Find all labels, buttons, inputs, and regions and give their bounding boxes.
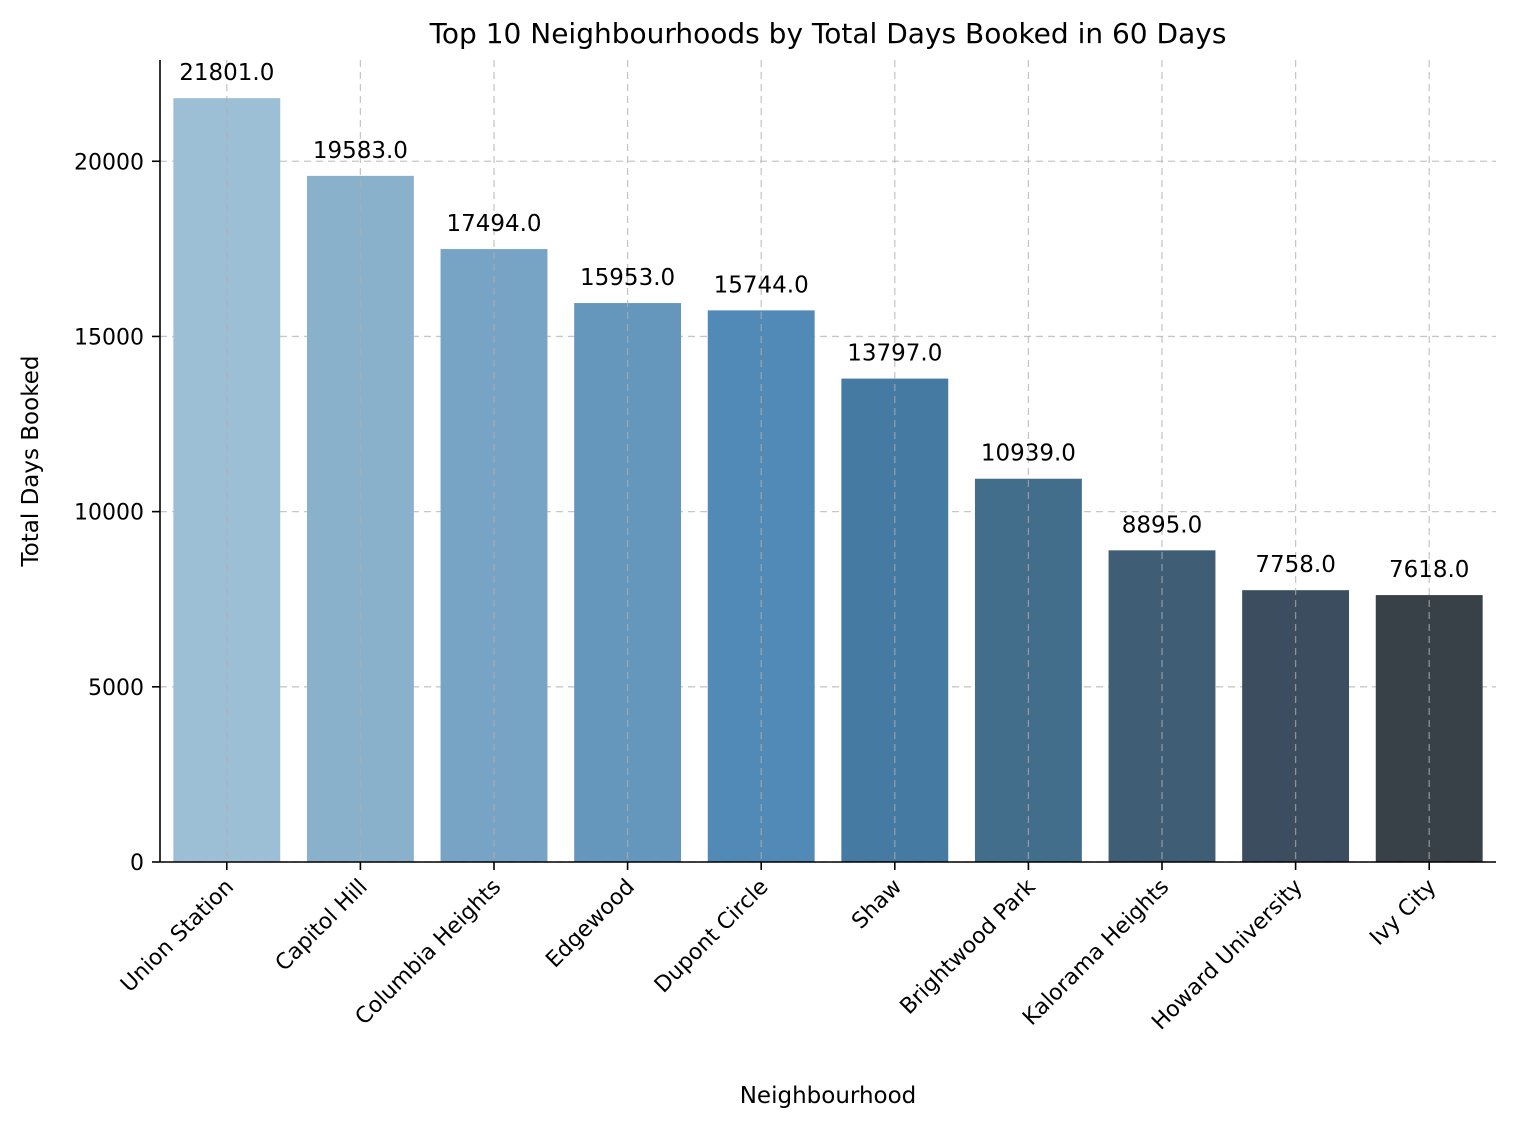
- y-axis-label: Total Days Booked: [18, 356, 44, 568]
- y-tick-label: 10000: [74, 501, 144, 526]
- x-tick-label: Dupont Circle: [650, 875, 774, 999]
- chart-title: Top 10 Neighbourhoods by Total Days Book…: [429, 17, 1227, 50]
- x-tick-label: Ivy City: [1365, 875, 1441, 951]
- vertical-grid-layer: [226, 60, 1430, 862]
- bar: [707, 310, 815, 862]
- bar-data-label: 15953.0: [580, 265, 675, 291]
- x-tick-label: Shaw: [847, 875, 907, 935]
- y-tick-label: 15000: [74, 325, 144, 350]
- bars-layer: [173, 98, 1483, 863]
- bar-data-label: 7758.0: [1255, 552, 1335, 578]
- data-labels-layer: 21801.0 19583.0 17494.0 15953.0 15744.0 13797…: [179, 60, 1469, 583]
- y-tick-label: 5000: [88, 676, 144, 701]
- x-tick-label: Kalorama Heights: [1018, 875, 1174, 1031]
- x-axis-label: Neighbourhood: [740, 1083, 917, 1109]
- bar-data-label: 19583.0: [313, 138, 408, 164]
- bar-data-label: 13797.0: [847, 341, 942, 367]
- bar-data-label: 21801.0: [179, 60, 274, 86]
- bar-data-label: 17494.0: [446, 211, 541, 237]
- x-tick-label: Columbia Heights: [351, 875, 507, 1031]
- y-tick-label: 20000: [74, 150, 144, 175]
- bar-data-label: 15744.0: [714, 272, 809, 298]
- x-tick-label: Brightwood Park: [896, 874, 1041, 1019]
- x-tick-label: Edgewood: [541, 875, 639, 973]
- bar: [1108, 550, 1216, 862]
- bar-data-label: 8895.0: [1122, 512, 1202, 538]
- bar-data-label: 7618.0: [1389, 557, 1469, 583]
- x-tick-label: Howard University: [1147, 875, 1308, 1036]
- x-tick-label: Union Station: [116, 875, 239, 998]
- bar: [841, 378, 949, 862]
- y-tick-label: 0: [130, 851, 144, 876]
- bar-data-label: 10939.0: [981, 441, 1076, 467]
- x-tick-label: Capitol Hill: [271, 875, 373, 977]
